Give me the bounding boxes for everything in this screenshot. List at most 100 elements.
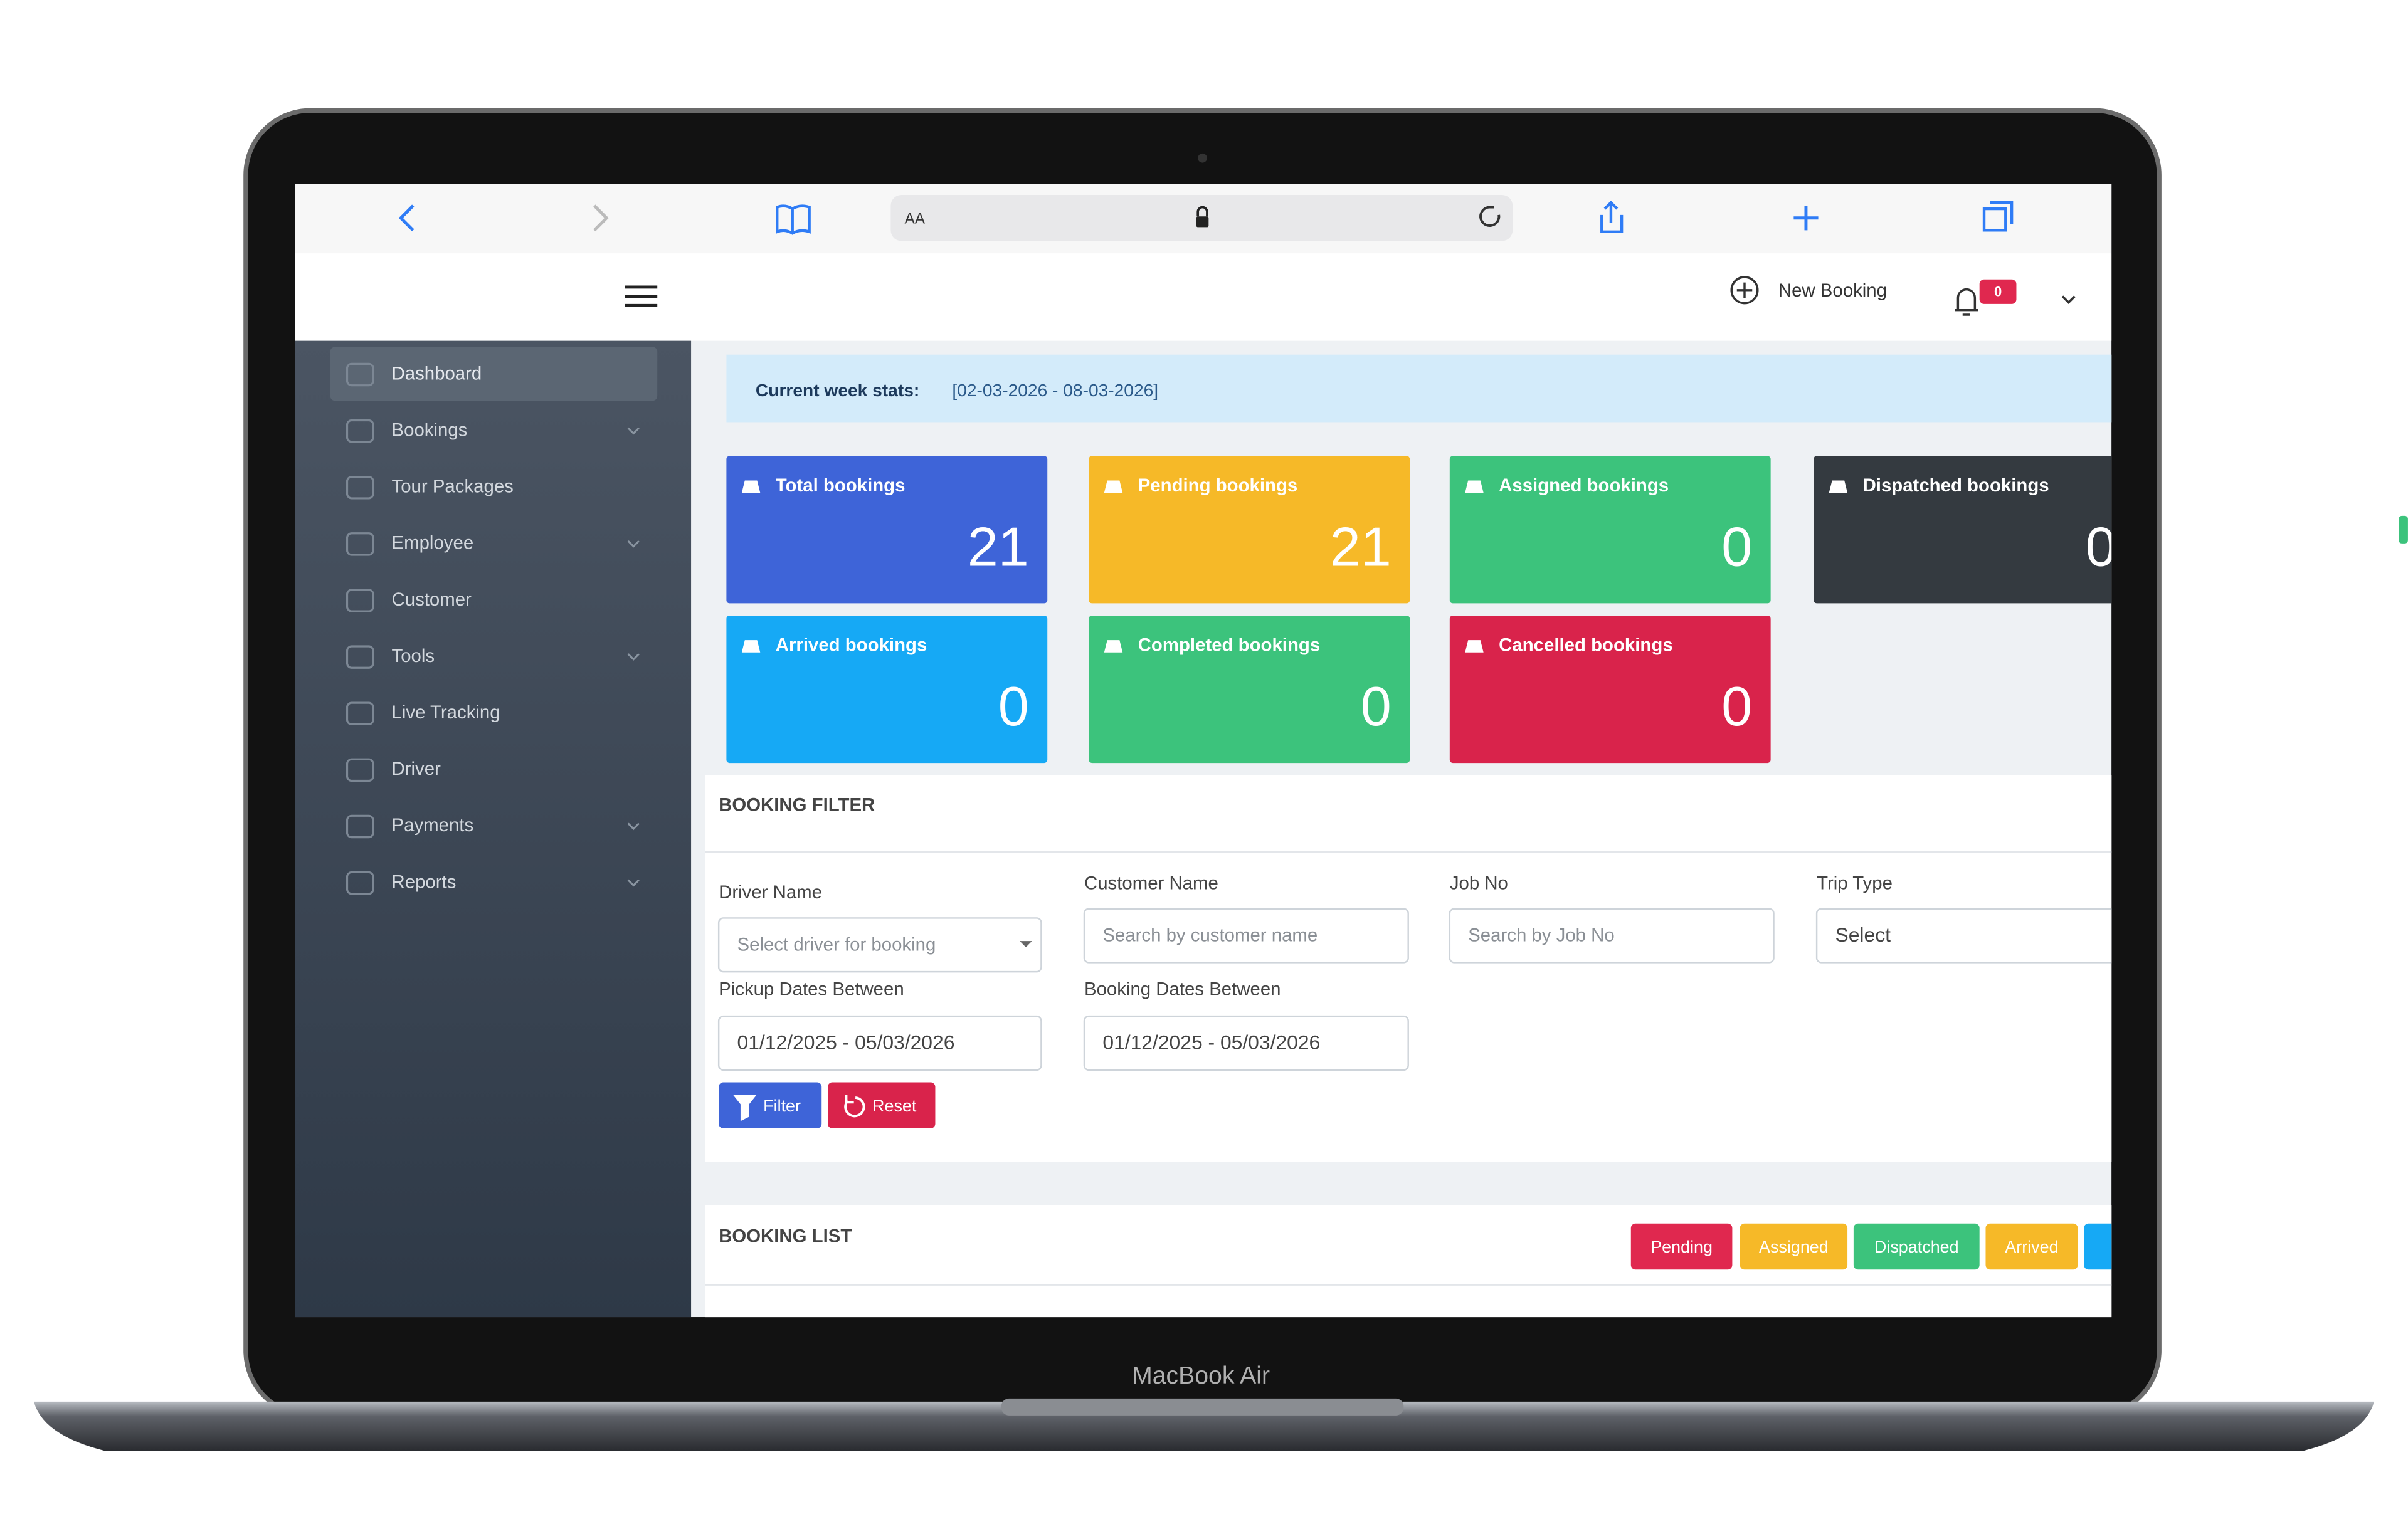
back-button[interactable] xyxy=(398,204,415,232)
card-icon xyxy=(1104,480,1123,493)
status-chip-label: Arrived xyxy=(2005,1237,2058,1256)
stat-card-label: Total bookings xyxy=(776,475,906,496)
stat-card-value: 0 xyxy=(1721,515,1752,577)
new-booking-link[interactable]: New Booking xyxy=(1778,280,1887,301)
status-chips: Pending Assigned Dispatched Arrived xyxy=(1630,1223,2078,1270)
booking-filter-title: BOOKING FILTER xyxy=(719,794,875,815)
field-label: Customer Name xyxy=(1084,873,1218,893)
expand-chevron xyxy=(627,822,640,831)
menu-item[interactable]: Reports xyxy=(392,871,457,892)
week-stats-label: Current week stats: xyxy=(756,381,919,400)
input-box[interactable] xyxy=(717,917,1042,973)
menu-item[interactable]: Employee xyxy=(392,533,474,554)
status-chip-label: Pending xyxy=(1650,1237,1713,1256)
stat-card-value: 0 xyxy=(2086,515,2116,577)
status-chip[interactable] xyxy=(1985,1223,2078,1270)
input-box[interactable] xyxy=(717,1015,1042,1071)
expand-chevron xyxy=(627,653,640,661)
notification-count: 0 xyxy=(1994,283,2002,299)
menu-item[interactable]: Tools xyxy=(392,646,435,666)
stat-card xyxy=(1089,616,1410,764)
stat-card-label: Cancelled bookings xyxy=(1499,635,1673,656)
menu-item[interactable]: Payments xyxy=(392,815,474,836)
stat-card-value: 21 xyxy=(1330,515,1391,577)
menu-toggle[interactable] xyxy=(625,285,658,307)
stat-card-label: Pending bookings xyxy=(1138,475,1298,496)
field-label: Driver Name xyxy=(719,882,822,903)
share-button[interactable] xyxy=(1600,201,1624,233)
menu-icon xyxy=(346,419,374,443)
input-box[interactable] xyxy=(1449,908,1775,964)
menu-icon xyxy=(346,532,374,556)
forward-button[interactable] xyxy=(593,204,609,232)
input-box[interactable] xyxy=(1083,908,1409,964)
bookmarks-button[interactable] xyxy=(776,204,811,235)
menu-icon xyxy=(346,758,374,782)
menu-icon xyxy=(346,701,374,725)
card-icon xyxy=(1465,480,1484,493)
expand-chevron xyxy=(627,540,640,548)
camera xyxy=(1198,153,1207,163)
stat-card-label: Completed bookings xyxy=(1138,635,1321,656)
stat-card xyxy=(1449,616,1771,764)
menu-item[interactable]: Driver xyxy=(392,759,441,779)
input-placeholder: Search by customer name xyxy=(1102,925,1318,946)
stat-card xyxy=(1089,456,1410,604)
new-booking-plus xyxy=(1736,282,1753,298)
status-chip[interactable] xyxy=(1630,1223,1733,1270)
stat-card xyxy=(1449,456,1771,604)
menu-item[interactable]: Tour Packages xyxy=(392,476,514,497)
field-label: Trip Type xyxy=(1817,873,1893,893)
stat-card-value: 0 xyxy=(1721,675,1752,737)
card-icon xyxy=(1104,640,1123,653)
lock-icon xyxy=(1196,216,1209,228)
status-chip-label: Dispatched xyxy=(1874,1237,1959,1256)
card-icon xyxy=(741,480,761,493)
menu-item[interactable]: Customer xyxy=(392,589,472,610)
new-tab-button[interactable] xyxy=(1793,206,1819,231)
menu-item[interactable]: Live Tracking xyxy=(392,702,500,723)
menu-item[interactable]: Dashboard xyxy=(392,363,482,384)
device-label: MacBook Air xyxy=(1132,1362,1270,1389)
status-chip[interactable] xyxy=(1853,1223,1980,1270)
booking-list-title: BOOKING LIST xyxy=(719,1226,852,1247)
app-header xyxy=(295,253,2112,341)
user-menu-toggle[interactable] xyxy=(2061,295,2076,305)
notification-badge xyxy=(1979,279,2017,304)
input-box[interactable] xyxy=(1815,908,2139,964)
hinge-notch xyxy=(1001,1398,1404,1416)
status-chip[interactable] xyxy=(1740,1223,1848,1270)
button-icon xyxy=(733,1095,757,1121)
input-box[interactable] xyxy=(1083,1015,1409,1071)
edge-tab xyxy=(2399,515,2408,544)
button-label: Filter xyxy=(763,1096,801,1115)
menu-icon xyxy=(346,362,374,387)
week-stats-banner xyxy=(726,354,2112,423)
menu-icon xyxy=(346,645,374,669)
expand-chevron xyxy=(627,427,640,435)
menu-icon xyxy=(346,589,374,612)
expand-chevron xyxy=(627,879,640,887)
status-chip-partial[interactable] xyxy=(2084,1223,2130,1270)
input-placeholder: Select driver for booking xyxy=(737,934,936,955)
notification-bell[interactable] xyxy=(1955,288,1978,316)
sidebar xyxy=(295,340,692,1318)
sidebar-menu: Dashboard Bookings Tour Packages Employee Cu… xyxy=(330,347,658,895)
select-caret xyxy=(1020,941,1032,947)
stat-card-label: Assigned bookings xyxy=(1499,475,1669,496)
tabs-button[interactable] xyxy=(1982,201,2014,232)
menu-item[interactable]: Bookings xyxy=(392,419,468,440)
reader-toggle[interactable]: AA xyxy=(904,211,925,228)
stat-card-value: 21 xyxy=(968,515,1029,577)
reload-button[interactable] xyxy=(1479,206,1501,227)
stat-card xyxy=(1814,456,2112,604)
stat-card-label: Arrived bookings xyxy=(776,635,927,656)
new-booking-icon[interactable] xyxy=(1730,276,1759,305)
button-icon xyxy=(844,1095,865,1118)
laptop-base xyxy=(33,1401,2375,1451)
field-label: Booking Dates Between xyxy=(1084,979,1281,999)
filter-form: Driver Name Select driver for booking Cust… xyxy=(717,873,2139,1128)
